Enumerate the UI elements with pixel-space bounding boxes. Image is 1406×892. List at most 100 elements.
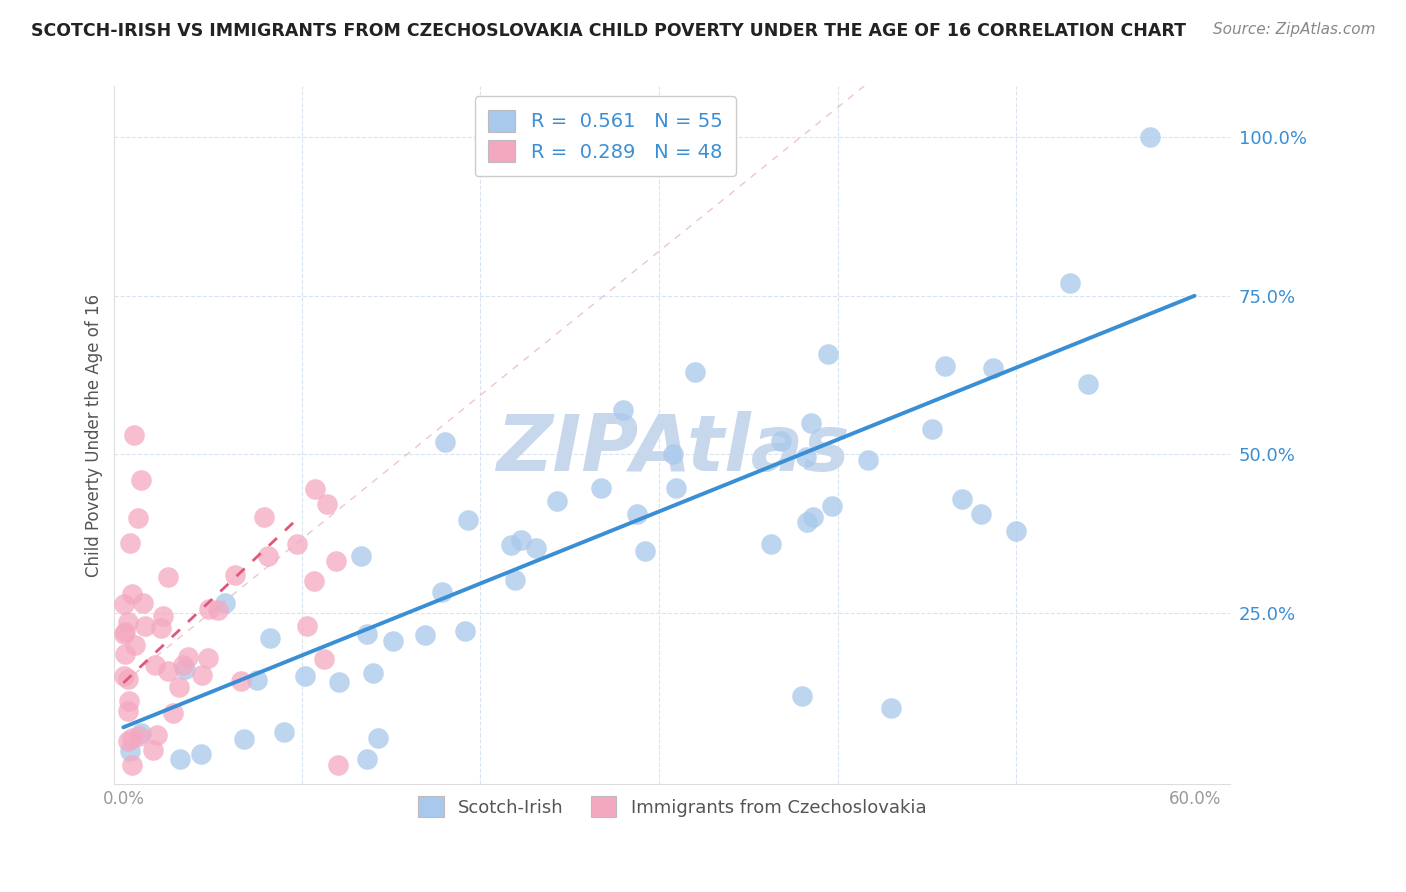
Point [253, 510, 276, 524]
Point [190, 747, 212, 762]
Point [207, 603, 229, 617]
Legend: Scotch-Irish, Immigrants from Czechoslovakia: Scotch-Irish, Immigrants from Czechoslov… [411, 789, 934, 824]
Point [169, 681, 191, 695]
Point [1139, 130, 1161, 145]
Point [1059, 276, 1081, 290]
Point [921, 422, 943, 436]
Point [118, 744, 141, 758]
Point [546, 494, 568, 508]
Point [112, 627, 135, 641]
Point [612, 403, 634, 417]
Point [112, 669, 135, 683]
Point [121, 587, 143, 601]
Point [325, 554, 347, 568]
Point [297, 619, 319, 633]
Point [120, 536, 142, 550]
Point [499, 538, 522, 552]
Point [149, 621, 172, 635]
Point [457, 513, 479, 527]
Point [112, 597, 135, 611]
Point [121, 731, 143, 745]
Point [146, 728, 169, 742]
Point [285, 537, 308, 551]
Point [794, 450, 817, 465]
Point [510, 533, 533, 547]
Point [117, 734, 139, 748]
Point [129, 726, 152, 740]
Point [117, 705, 139, 719]
Text: ZIPAtlas: ZIPAtlas [495, 411, 849, 487]
Point [880, 701, 903, 715]
Point [356, 752, 378, 766]
Point [503, 573, 526, 587]
Point [246, 673, 269, 687]
Point [524, 541, 547, 556]
Point [304, 482, 326, 496]
Point [314, 652, 336, 666]
Point [801, 510, 824, 524]
Point [114, 624, 136, 639]
Point [969, 507, 991, 521]
Point [350, 549, 373, 564]
Point [683, 365, 706, 379]
Point [134, 619, 156, 633]
Point [934, 359, 956, 373]
Point [214, 596, 236, 610]
Point [770, 434, 793, 449]
Point [1077, 377, 1099, 392]
Point [172, 658, 194, 673]
Point [176, 650, 198, 665]
Point [858, 452, 880, 467]
Point [413, 628, 436, 642]
Point [433, 434, 456, 449]
Point [191, 668, 214, 682]
Point [800, 416, 823, 430]
Y-axis label: Child Poverty Under the Age of 16: Child Poverty Under the Age of 16 [86, 293, 103, 577]
Point [589, 481, 612, 495]
Point [761, 537, 783, 551]
Point [382, 633, 405, 648]
Point [122, 428, 145, 442]
Point [1005, 524, 1028, 538]
Point [132, 596, 155, 610]
Point [316, 497, 339, 511]
Point [143, 657, 166, 672]
Point [665, 481, 688, 495]
Point [790, 689, 813, 703]
Point [118, 694, 141, 708]
Point [273, 724, 295, 739]
Point [129, 473, 152, 487]
Point [259, 631, 281, 645]
Point [430, 585, 453, 599]
Point [662, 447, 685, 461]
Point [142, 743, 165, 757]
Point [229, 673, 252, 688]
Point [152, 608, 174, 623]
Point [981, 361, 1004, 376]
Point [356, 627, 378, 641]
Point [796, 515, 818, 529]
Point [821, 500, 844, 514]
Point [326, 758, 349, 772]
Point [626, 507, 648, 521]
Point [328, 674, 350, 689]
Point [156, 570, 179, 584]
Point [114, 647, 136, 661]
Point [197, 602, 219, 616]
Point [367, 731, 389, 745]
Point [169, 752, 191, 766]
Point [302, 574, 325, 589]
Point [127, 511, 149, 525]
Text: Source: ZipAtlas.com: Source: ZipAtlas.com [1212, 22, 1375, 37]
Point [121, 758, 143, 772]
Point [454, 624, 477, 639]
Point [952, 491, 974, 506]
Point [233, 731, 256, 746]
Point [197, 651, 219, 665]
Text: SCOTCH-IRISH VS IMMIGRANTS FROM CZECHOSLOVAKIA CHILD POVERTY UNDER THE AGE OF 16: SCOTCH-IRISH VS IMMIGRANTS FROM CZECHOSL… [31, 22, 1185, 40]
Point [224, 568, 246, 582]
Point [634, 544, 657, 558]
Point [361, 666, 384, 681]
Point [174, 662, 197, 676]
Point [257, 549, 280, 564]
